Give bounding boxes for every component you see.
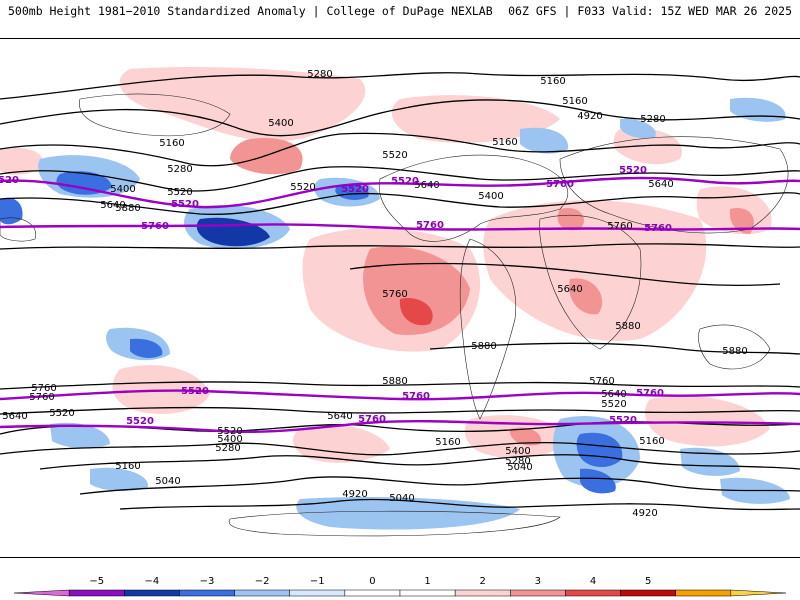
colorbar-swatch bbox=[454, 589, 511, 597]
contour-label: 5880 bbox=[615, 321, 640, 332]
contour-label: 5400 bbox=[110, 184, 135, 195]
colorbar-swatch bbox=[234, 589, 290, 597]
contour-label: 5040 bbox=[389, 493, 414, 504]
colorbar-swatch bbox=[13, 589, 70, 597]
contour-label: 5760 bbox=[29, 392, 54, 403]
contour-label: 5520 bbox=[49, 408, 74, 419]
contour-label: 5640 bbox=[648, 179, 673, 190]
highlight-contour-label: 5760 bbox=[141, 221, 169, 232]
contour-label: 5040 bbox=[155, 476, 180, 487]
contour-label: 5520 bbox=[382, 150, 407, 161]
colorbar-swatch bbox=[289, 589, 346, 597]
contour-label: 5640 bbox=[601, 389, 626, 400]
contour-label: 5640 bbox=[2, 411, 27, 422]
highlight-contour-label: 5520 bbox=[391, 176, 419, 187]
colorbar-tick-label: −2 bbox=[255, 576, 270, 587]
contour-label: 5280 bbox=[640, 114, 665, 125]
colorbar-swatch bbox=[675, 589, 732, 597]
colorbar-tick-label: −1 bbox=[310, 576, 325, 587]
colorbar-tick-label: 5 bbox=[645, 576, 651, 587]
colorbar-ticks: −5 −4 −3 −2 −1 0 1 2 3 4 5 bbox=[89, 576, 651, 587]
highlight-contour-label: 5520 bbox=[609, 415, 637, 426]
contour-label: 5520 bbox=[290, 182, 315, 193]
contour-label: 5160 bbox=[159, 138, 184, 149]
contour-label: 5520 bbox=[601, 399, 626, 410]
colorbar-swatches bbox=[13, 589, 787, 597]
contour-labels: 5280516051605160528055205400516055205280… bbox=[0, 69, 748, 519]
model-valid-time: 06Z GFS | F033 Valid: 15Z WED MAR 26 202… bbox=[508, 4, 792, 18]
highlight-contour-label: 5520 bbox=[0, 175, 19, 186]
contour-label: 5880 bbox=[722, 346, 747, 357]
contour-label: 5160 bbox=[639, 436, 664, 447]
anomaly-shading bbox=[0, 67, 790, 530]
highlight-contour-label: 5520 bbox=[171, 199, 199, 210]
colorbar-swatch bbox=[68, 589, 125, 597]
colorbar-swatch bbox=[510, 589, 566, 597]
highlight-contour-label: 5520 bbox=[619, 165, 647, 176]
contour-label: 5160 bbox=[435, 437, 460, 448]
contour-label: 5280 bbox=[167, 164, 192, 175]
contour-label: 5400 bbox=[505, 446, 530, 457]
colorbar-swatch bbox=[399, 589, 456, 597]
contour-label: 5880 bbox=[471, 341, 496, 352]
contour-label: 5640 bbox=[100, 200, 125, 211]
contour-label: 5160 bbox=[115, 461, 140, 472]
contour-label: 5160 bbox=[540, 76, 565, 87]
highlight-contour-label: 5520 bbox=[126, 416, 154, 427]
colorbar-swatch bbox=[620, 589, 676, 597]
colorbar-tick-label: 4 bbox=[590, 576, 596, 587]
contour-label: 5400 bbox=[217, 434, 242, 445]
contour-label: 5520 bbox=[167, 187, 192, 198]
colorbar-swatch bbox=[179, 589, 235, 597]
highlight-contour-label: 5760 bbox=[358, 414, 386, 425]
colorbar-tick-label: −4 bbox=[144, 576, 159, 587]
colorbar: −5 −4 −3 −2 −1 0 1 2 3 4 5 bbox=[13, 576, 787, 597]
highlight-contour-label: 5760 bbox=[416, 220, 444, 231]
contour-label: 5160 bbox=[492, 137, 517, 148]
contour-label: 5280 bbox=[505, 456, 530, 467]
contour-label: 5640 bbox=[557, 284, 582, 295]
highlight-contour-label: 5520 bbox=[341, 184, 369, 195]
contour-label: 5760 bbox=[382, 289, 407, 300]
colorbar-tick-label: 3 bbox=[535, 576, 541, 587]
highlight-contour-label: 5760 bbox=[546, 179, 574, 190]
contour-label: 5400 bbox=[268, 118, 293, 129]
highlight-contours bbox=[0, 176, 800, 434]
colorbar-swatch bbox=[730, 589, 787, 597]
highlight-contour-label: 5760 bbox=[402, 391, 430, 402]
highlight-contour-label: 5760 bbox=[644, 223, 672, 234]
colorbar-swatch bbox=[344, 589, 401, 597]
map-title: 500mb Height 1981−2010 Standardized Anom… bbox=[8, 4, 493, 18]
contour-label: 5520 bbox=[217, 426, 242, 437]
colorbar-tick-label: −5 bbox=[89, 576, 104, 587]
contour-label: 5880 bbox=[115, 203, 140, 214]
height-contours bbox=[0, 72, 800, 511]
colorbar-swatch bbox=[124, 589, 180, 597]
anomaly-map: 5280 5160 5160 5160 5280 5520 5400 5160 5520 5280… bbox=[0, 38, 800, 558]
colorbar-tick-label: 2 bbox=[480, 576, 486, 587]
contour-label: 5640 bbox=[327, 411, 352, 422]
contour-label: 5160 bbox=[562, 96, 587, 107]
contour-label: 4920 bbox=[632, 508, 657, 519]
contour-label: 5040 bbox=[507, 462, 532, 473]
contour-label: 5760 bbox=[589, 376, 614, 387]
coastlines bbox=[0, 93, 789, 537]
contour-label: 4920 bbox=[342, 489, 367, 500]
colorbar-tick-label: −3 bbox=[200, 576, 215, 587]
highlight-contour-label: 5520 bbox=[181, 386, 209, 397]
highlight-contour-label: 5760 bbox=[636, 388, 664, 399]
colorbar-tick-label: 1 bbox=[424, 576, 430, 587]
contour-label: 5400 bbox=[478, 191, 503, 202]
contour-label: 5280 bbox=[307, 69, 332, 80]
map-canvas: 5280516051605160528055205400516055205280… bbox=[0, 67, 800, 537]
colorbar-tick-label: 0 bbox=[369, 576, 375, 587]
contour-label: 4920 bbox=[577, 111, 602, 122]
contour-label: 5880 bbox=[382, 376, 407, 387]
colorbar-swatch bbox=[565, 589, 621, 597]
contour-label: 5640 bbox=[414, 180, 439, 191]
contour-label: 5280 bbox=[215, 443, 240, 454]
contour-label: 5760 bbox=[31, 383, 56, 394]
contour-label: 5760 bbox=[607, 221, 632, 232]
